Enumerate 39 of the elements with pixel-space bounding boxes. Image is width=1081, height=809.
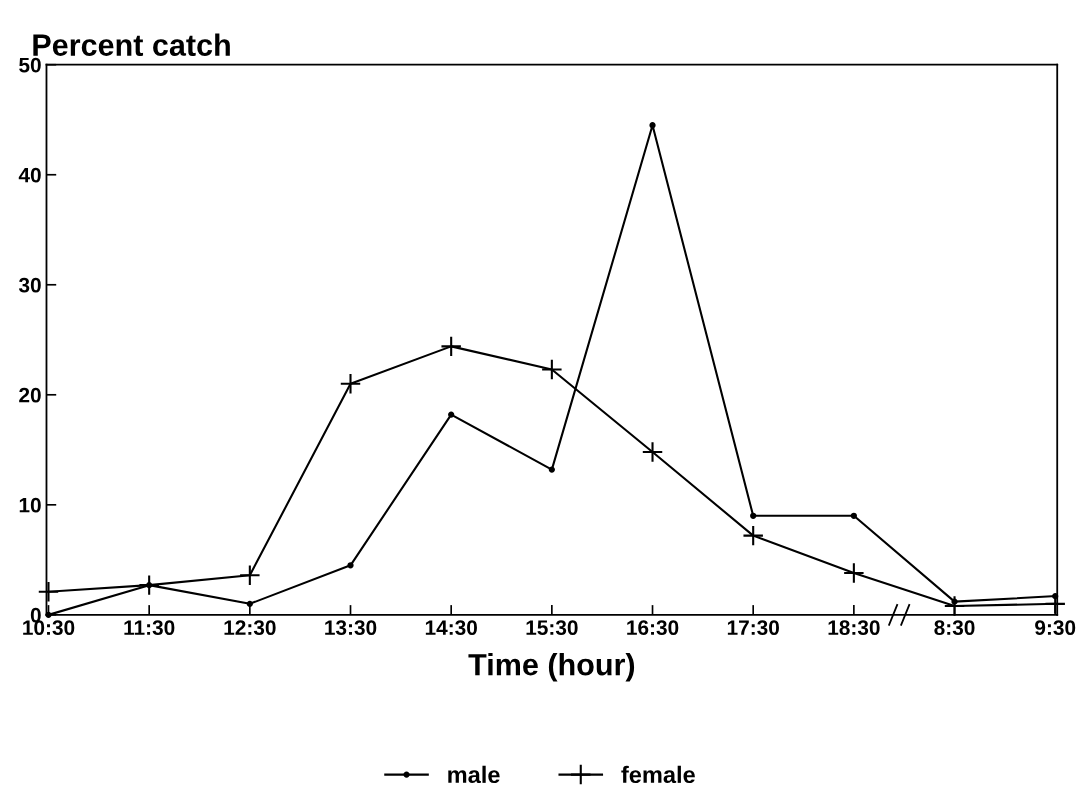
- point: [440, 335, 462, 358]
- point: [843, 562, 865, 584]
- x-tick-label: 9:30: [1035, 620, 1076, 636]
- x-tick-label: 11:30: [124, 620, 175, 636]
- x-tick-label: 16:30: [627, 620, 679, 636]
- point: [951, 598, 958, 605]
- point: [750, 512, 757, 519]
- y-tick-label: 30: [18, 277, 41, 293]
- legend-label: female: [621, 765, 695, 784]
- point: [347, 562, 354, 569]
- point: [339, 373, 362, 395]
- y-tick-label: 20: [19, 387, 41, 403]
- point: [246, 600, 253, 607]
- x-tick-label: 17:30: [727, 620, 779, 636]
- y-axis-title: Percent catch: [33, 33, 230, 56]
- x-tick-label: 13:30: [325, 620, 377, 636]
- point: [548, 466, 555, 473]
- x-tick-label: 12:30: [224, 620, 276, 636]
- point: [448, 411, 455, 418]
- x-tick-label: 15:30: [526, 620, 578, 636]
- point: [138, 574, 160, 596]
- x-axis-title: Time (hour): [468, 653, 635, 682]
- x-tick-label: 14:30: [425, 620, 477, 636]
- point: [45, 611, 52, 618]
- point: [1052, 593, 1059, 600]
- y-tick-label: 10: [19, 497, 41, 513]
- point: [146, 582, 153, 589]
- x-tick-label: 8:30: [934, 620, 975, 636]
- point: [541, 358, 563, 381]
- point: [37, 580, 60, 603]
- point: [850, 512, 857, 519]
- point: [742, 524, 764, 547]
- point: [239, 564, 261, 586]
- x-tick-label: 18:30: [828, 620, 880, 636]
- point: [649, 122, 656, 129]
- y-tick-label: 50: [19, 57, 41, 73]
- legend-label: male: [448, 765, 500, 784]
- y-tick-label: 40: [18, 167, 41, 183]
- point: [641, 441, 664, 463]
